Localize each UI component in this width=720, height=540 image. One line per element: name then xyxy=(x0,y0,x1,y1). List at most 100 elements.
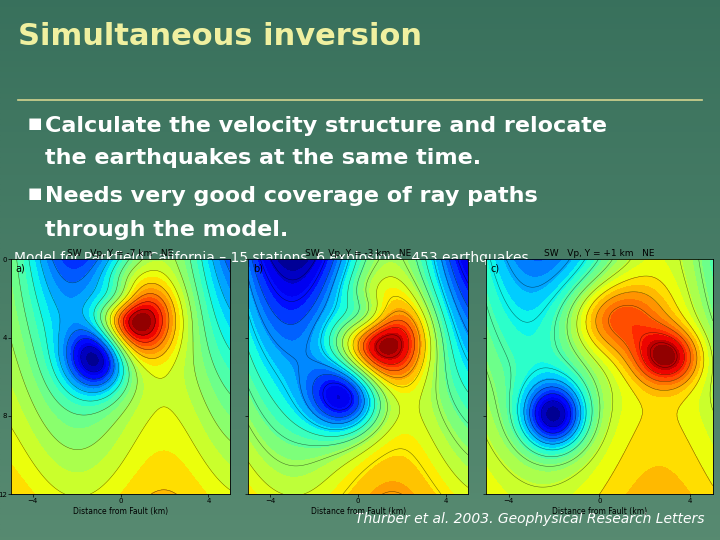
Bar xyxy=(0,491,720,497)
X-axis label: Distance from Fault (km): Distance from Fault (km) xyxy=(552,507,647,516)
Bar xyxy=(0,437,720,443)
Bar xyxy=(0,394,720,400)
Bar xyxy=(0,22,720,27)
Bar xyxy=(0,313,720,319)
Bar xyxy=(0,140,720,146)
Bar xyxy=(0,329,720,335)
Bar xyxy=(0,32,720,38)
Bar xyxy=(0,211,720,216)
Bar xyxy=(0,346,720,351)
Bar xyxy=(0,497,720,502)
X-axis label: Distance from Fault (km): Distance from Fault (km) xyxy=(73,507,168,516)
Bar xyxy=(0,119,720,124)
Bar xyxy=(0,81,720,86)
Bar xyxy=(0,292,720,297)
Bar xyxy=(0,108,720,113)
Bar xyxy=(0,281,720,286)
Bar xyxy=(0,173,720,178)
Bar xyxy=(0,113,720,119)
Bar xyxy=(0,151,720,157)
Bar xyxy=(0,38,720,43)
Text: c): c) xyxy=(490,264,500,274)
Bar xyxy=(0,86,720,92)
Bar xyxy=(0,70,720,76)
Bar xyxy=(0,400,720,405)
Bar xyxy=(0,373,720,378)
Bar xyxy=(0,5,720,11)
Bar xyxy=(0,254,720,259)
Bar xyxy=(0,297,720,302)
Bar xyxy=(0,443,720,448)
Bar xyxy=(0,459,720,464)
Bar xyxy=(0,367,720,373)
Bar xyxy=(0,184,720,189)
Bar xyxy=(0,221,720,227)
Bar xyxy=(0,513,720,518)
Bar xyxy=(0,194,720,200)
Text: b): b) xyxy=(253,264,263,274)
Bar xyxy=(0,286,720,292)
Bar xyxy=(0,378,720,383)
Bar xyxy=(0,124,720,130)
Bar xyxy=(0,243,720,248)
Bar xyxy=(0,259,720,265)
Bar xyxy=(0,130,720,135)
Bar xyxy=(0,470,720,475)
Bar xyxy=(0,421,720,427)
Bar xyxy=(0,0,720,5)
Text: Calculate the velocity structure and relocate: Calculate the velocity structure and rel… xyxy=(45,116,608,136)
Bar xyxy=(0,265,720,270)
Bar xyxy=(0,97,720,103)
Bar xyxy=(0,535,720,540)
Bar xyxy=(0,54,720,59)
Bar xyxy=(0,76,720,81)
Bar xyxy=(0,43,720,49)
Bar xyxy=(0,189,720,194)
Bar xyxy=(0,454,720,459)
Title: SW   Vp, Y = -7 km   NE: SW Vp, Y = -7 km NE xyxy=(68,249,174,259)
Bar xyxy=(0,356,720,362)
Bar xyxy=(0,65,720,70)
Bar xyxy=(0,481,720,486)
Bar xyxy=(0,232,720,238)
Bar xyxy=(0,146,720,151)
Bar xyxy=(0,432,720,437)
Bar xyxy=(0,11,720,16)
Bar xyxy=(0,351,720,356)
Bar xyxy=(0,475,720,481)
Bar xyxy=(0,302,720,308)
Bar xyxy=(0,427,720,432)
Bar xyxy=(0,464,720,470)
Bar xyxy=(0,157,720,162)
Text: ■: ■ xyxy=(27,116,42,131)
Bar xyxy=(0,524,720,529)
Bar xyxy=(0,135,720,140)
Bar xyxy=(0,49,720,54)
X-axis label: Distance from Fault (km): Distance from Fault (km) xyxy=(310,507,406,516)
Bar xyxy=(0,248,720,254)
Bar xyxy=(0,162,720,167)
Title: SW   Vp, Y = +1 km   NE: SW Vp, Y = +1 km NE xyxy=(544,249,654,259)
Bar xyxy=(0,92,720,97)
Bar xyxy=(0,448,720,454)
Bar xyxy=(0,167,720,173)
Bar xyxy=(0,216,720,221)
Bar xyxy=(0,227,720,232)
Bar xyxy=(0,405,720,410)
Bar xyxy=(0,324,720,329)
Text: ■: ■ xyxy=(27,186,42,201)
Bar xyxy=(0,103,720,108)
Bar xyxy=(0,275,720,281)
Text: Thurber et al. 2003. Geophysical Research Letters: Thurber et al. 2003. Geophysical Researc… xyxy=(355,512,704,526)
Text: Model for Parkfield California – 15 stations, 6 explosions, 453 earthquakes: Model for Parkfield California – 15 stat… xyxy=(14,251,529,265)
Bar xyxy=(0,389,720,394)
Text: Needs very good coverage of ray paths: Needs very good coverage of ray paths xyxy=(45,186,538,206)
Bar xyxy=(0,383,720,389)
Bar xyxy=(0,335,720,340)
Bar xyxy=(0,178,720,184)
Text: Simultaneous inversion: Simultaneous inversion xyxy=(18,22,422,51)
Bar xyxy=(0,502,720,508)
Bar xyxy=(0,308,720,313)
Bar xyxy=(0,410,720,416)
Text: through the model.: through the model. xyxy=(45,220,289,240)
